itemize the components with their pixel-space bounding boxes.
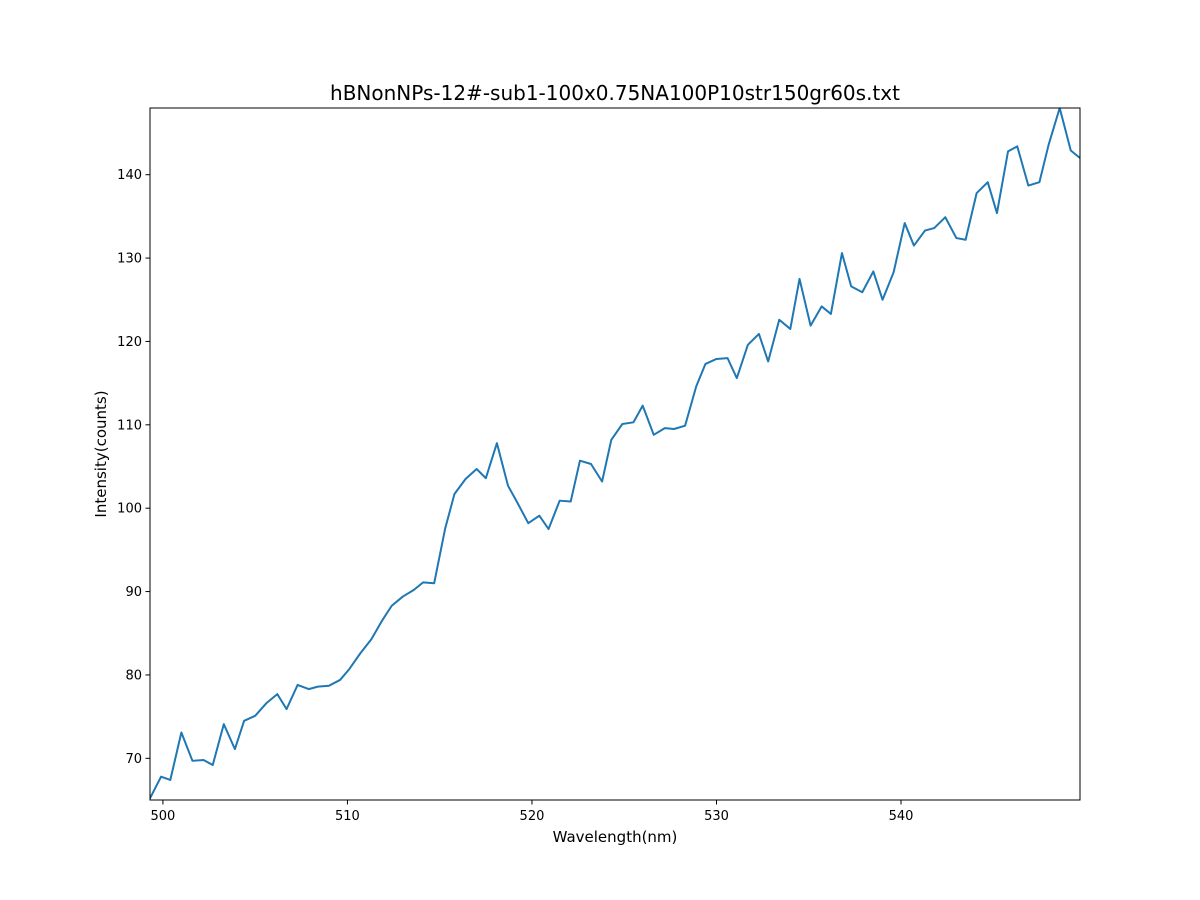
x-tick-label: 530 — [704, 809, 729, 824]
x-tick-label: 500 — [151, 809, 176, 824]
y-tick-label: 130 — [117, 252, 142, 267]
y-tick-label: 90 — [125, 585, 142, 600]
x-tick-label: 520 — [520, 809, 545, 824]
x-axis-label: Wavelength(nm) — [553, 828, 678, 846]
x-tick-label: 510 — [335, 809, 360, 824]
y-tick-label: 80 — [125, 668, 142, 683]
y-tick-label: 70 — [125, 752, 142, 767]
y-tick-label: 140 — [117, 168, 142, 183]
y-tick-label: 100 — [117, 502, 142, 517]
x-axis-ticks: 500 510 520 530 540 — [151, 800, 914, 824]
y-axis-label: Intensity(counts) — [92, 390, 110, 517]
y-tick-label: 120 — [117, 335, 142, 350]
plot-frame — [149, 107, 1081, 801]
data-line — [150, 108, 1080, 800]
x-tick-label: 540 — [889, 809, 914, 824]
y-axis-ticks: 70 80 90 100 110 120 130 140 — [117, 168, 150, 767]
plot-area — [149, 107, 1081, 801]
chart-title: hBNonNPs-12#-sub1-100x0.75NA100P10str150… — [330, 81, 900, 105]
y-tick-label: 110 — [117, 418, 142, 433]
